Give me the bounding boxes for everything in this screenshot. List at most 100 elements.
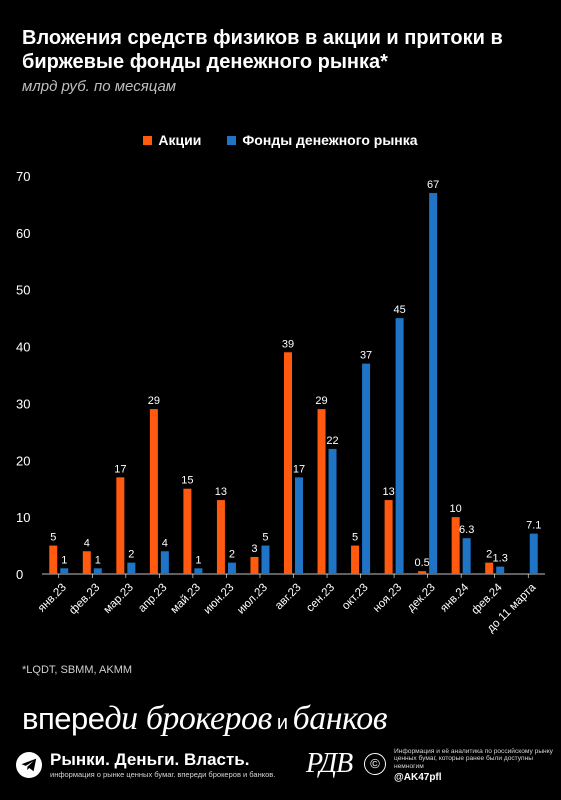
y-tick-label: 30 xyxy=(16,396,30,411)
x-tick-label: апр.23 xyxy=(136,582,169,615)
data-label: 0.5 xyxy=(414,557,429,569)
bar xyxy=(529,533,538,574)
footnote: *LQDT, SBMM, AKMM xyxy=(22,664,133,676)
bar xyxy=(149,409,158,574)
bar xyxy=(116,477,125,574)
bar xyxy=(351,545,360,574)
x-tick-label: июн.23 xyxy=(202,582,237,617)
bar xyxy=(317,409,326,574)
legend: Акции Фонды денежного рынка xyxy=(0,132,561,148)
chart-title: Вложения средств физиков в акции и прито… xyxy=(22,27,503,73)
bar xyxy=(194,568,203,574)
data-label: 1 xyxy=(95,554,101,566)
bar xyxy=(295,477,303,574)
y-tick-label: 0 xyxy=(16,567,23,582)
bar xyxy=(451,517,460,574)
bar xyxy=(284,352,292,574)
bar xyxy=(127,562,136,574)
data-label: 4 xyxy=(84,537,90,549)
bar xyxy=(250,556,259,574)
data-label: 29 xyxy=(315,395,327,407)
data-label: 45 xyxy=(393,304,405,316)
telegram-icon[interactable] xyxy=(16,752,42,778)
data-label: 1.3 xyxy=(493,553,508,565)
legend-item-stocks: Акции xyxy=(143,132,201,148)
data-label: 6.3 xyxy=(459,524,474,536)
data-label: 2 xyxy=(128,549,134,561)
channel-handle[interactable]: @AK47pfl xyxy=(394,772,442,783)
y-tick-label: 50 xyxy=(16,283,30,298)
x-tick-label: дек.23 xyxy=(405,582,438,615)
data-label: 67 xyxy=(427,179,439,191)
data-label: 39 xyxy=(282,338,294,350)
data-label: 4 xyxy=(162,537,168,549)
bar xyxy=(227,562,236,574)
legend-item-funds: Фонды денежного рынка xyxy=(227,132,418,148)
data-label: 13 xyxy=(382,486,394,498)
legend-swatch-funds xyxy=(227,135,237,145)
bar xyxy=(49,545,58,574)
bar xyxy=(216,500,225,574)
data-label: 10 xyxy=(450,503,462,515)
bar xyxy=(362,363,371,574)
data-label: 17 xyxy=(293,463,305,475)
channel-name[interactable]: Рынки. Деньги. Власть. xyxy=(50,750,250,769)
slogan-part-5: банков xyxy=(292,700,388,737)
slogan-part-3: брокеров xyxy=(145,700,273,737)
x-tick-label: фев.23 xyxy=(67,582,102,617)
bar xyxy=(429,193,438,575)
bar xyxy=(261,545,270,574)
y-tick-label: 40 xyxy=(16,340,30,355)
bar xyxy=(485,562,494,574)
bar xyxy=(82,551,91,574)
footer: Рынки. Деньги. Власть. информация о рынк… xyxy=(0,748,561,800)
data-label: 15 xyxy=(181,475,193,487)
data-label: 1 xyxy=(61,554,67,566)
bar-chart: 01020304050607051янв.2341фев.23172мар.23… xyxy=(16,169,545,635)
bar xyxy=(384,500,393,574)
data-label: 5 xyxy=(352,532,358,544)
bar xyxy=(418,571,427,574)
copyright-icon: © xyxy=(364,753,386,775)
data-label: 5 xyxy=(50,532,56,544)
x-tick-label: ноя.23 xyxy=(371,582,404,615)
bar xyxy=(183,488,192,574)
x-tick-label: май.23 xyxy=(169,582,203,616)
x-tick-label: янв.23 xyxy=(36,582,69,615)
slogan-part-1: впере xyxy=(22,701,105,736)
channel-info: Информация и её аналитика по российскому… xyxy=(394,748,553,770)
bar xyxy=(160,551,169,574)
x-tick-label: июл.23 xyxy=(235,582,270,617)
data-label: 2 xyxy=(486,549,492,561)
bar xyxy=(93,568,102,574)
channel-tagline: информация о рынке ценных бумаг. впереди… xyxy=(50,770,276,779)
data-label: 1 xyxy=(195,554,201,566)
data-label: 3 xyxy=(251,543,257,555)
data-label: 5 xyxy=(262,532,268,544)
legend-label-funds: Фонды денежного рынка xyxy=(242,132,418,148)
bar xyxy=(395,318,404,574)
channel-logo: РДВ xyxy=(306,748,353,779)
slogan-part-2: ди xyxy=(104,700,138,737)
legend-label-stocks: Акции xyxy=(158,132,202,148)
chart-subtitle: млрд руб. по месяцам xyxy=(22,78,177,95)
x-tick-label: авг.23 xyxy=(273,582,304,613)
slogan-part-4: и xyxy=(271,712,293,734)
data-label: 7.1 xyxy=(526,520,541,532)
y-tick-label: 70 xyxy=(16,169,30,184)
data-label: 17 xyxy=(114,463,126,475)
y-tick-label: 10 xyxy=(16,510,30,525)
x-tick-label: мар.23 xyxy=(102,582,136,616)
bar xyxy=(328,448,337,574)
data-label: 22 xyxy=(326,435,338,447)
x-tick-label: сен.23 xyxy=(304,582,337,615)
bar xyxy=(60,568,69,574)
y-tick-label: 20 xyxy=(16,453,30,468)
slogan: впереди брокеров и банков xyxy=(22,700,387,738)
x-tick-label: окт.23 xyxy=(340,582,371,613)
legend-swatch-stocks xyxy=(143,135,153,145)
bar xyxy=(462,538,471,574)
bar xyxy=(496,566,505,574)
data-label: 2 xyxy=(229,549,235,561)
data-label: 37 xyxy=(360,350,372,362)
